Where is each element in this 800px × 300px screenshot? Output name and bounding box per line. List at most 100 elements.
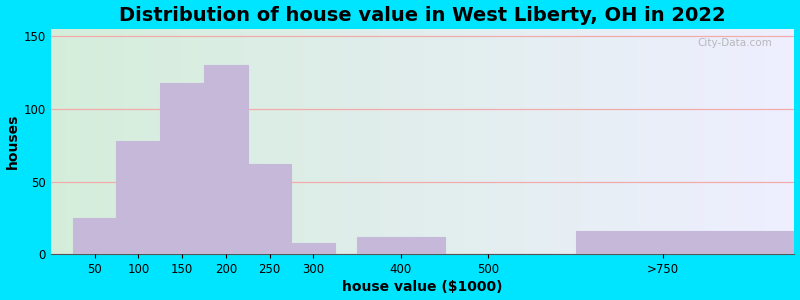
Bar (510, 29, 512, 254)
Bar (54, 29, 56, 254)
Bar (430, 29, 433, 254)
Bar (242, 29, 244, 254)
Bar (98, 29, 101, 254)
Bar (286, 29, 289, 254)
Bar (450, 29, 452, 254)
Bar (569, 29, 571, 254)
Bar (395, 29, 398, 254)
Bar (73, 29, 76, 254)
Bar (86, 29, 88, 254)
Bar (118, 29, 120, 254)
Bar (301, 29, 304, 254)
Bar (110, 29, 113, 254)
Bar (284, 29, 286, 254)
Bar (465, 29, 467, 254)
Bar (706, 29, 708, 254)
Bar (125, 29, 128, 254)
Bar (370, 29, 373, 254)
Bar (517, 29, 519, 254)
Bar (698, 29, 700, 254)
Bar (532, 29, 534, 254)
Bar (740, 29, 742, 254)
Bar (361, 29, 363, 254)
Bar (634, 29, 636, 254)
Bar (246, 29, 249, 254)
Bar (589, 29, 591, 254)
Bar (603, 29, 606, 254)
Bar (358, 29, 361, 254)
Bar (681, 29, 683, 254)
Bar (249, 29, 252, 254)
Bar (289, 29, 291, 254)
Bar (78, 29, 81, 254)
Bar (306, 29, 309, 254)
Bar (113, 29, 115, 254)
Bar (730, 29, 733, 254)
Bar (140, 29, 142, 254)
Bar (252, 29, 254, 254)
Bar (224, 29, 227, 254)
Bar (160, 83, 204, 254)
Bar (762, 29, 765, 254)
Bar (738, 29, 740, 254)
Bar (66, 29, 68, 254)
Bar (539, 29, 542, 254)
Bar (490, 29, 492, 254)
Bar (618, 29, 621, 254)
Bar (427, 29, 430, 254)
Bar (522, 29, 524, 254)
Bar (559, 29, 562, 254)
Bar (403, 29, 406, 254)
Bar (282, 29, 284, 254)
Bar (182, 29, 185, 254)
Bar (368, 29, 370, 254)
Bar (88, 29, 90, 254)
Bar (294, 29, 296, 254)
Bar (774, 29, 777, 254)
Bar (388, 29, 390, 254)
Bar (410, 29, 413, 254)
Bar (130, 29, 133, 254)
Bar (631, 29, 634, 254)
Bar (187, 29, 190, 254)
Bar (745, 29, 747, 254)
Bar (76, 29, 78, 254)
Bar (727, 29, 730, 254)
Bar (616, 29, 618, 254)
Bar (591, 29, 594, 254)
Bar (122, 29, 125, 254)
Bar (546, 29, 549, 254)
Bar (90, 29, 93, 254)
Bar (519, 29, 522, 254)
Bar (752, 29, 754, 254)
Bar (381, 29, 383, 254)
Bar (329, 29, 331, 254)
Bar (646, 29, 648, 254)
Bar (767, 29, 770, 254)
Bar (447, 29, 450, 254)
Bar (435, 29, 438, 254)
Bar (70, 29, 73, 254)
Bar (202, 29, 205, 254)
Bar (673, 29, 675, 254)
Bar (611, 29, 614, 254)
Bar (408, 29, 410, 254)
Bar (458, 29, 460, 254)
Bar (715, 29, 718, 254)
Bar (68, 29, 70, 254)
Bar (190, 29, 192, 254)
Bar (628, 29, 631, 254)
Bar (695, 29, 698, 254)
Bar (227, 29, 230, 254)
Bar (735, 29, 738, 254)
Bar (499, 29, 502, 254)
Bar (787, 29, 790, 254)
Bar (343, 29, 346, 254)
Bar (199, 29, 202, 254)
Bar (348, 29, 350, 254)
Bar (383, 29, 386, 254)
Bar (601, 29, 603, 254)
Bar (81, 29, 83, 254)
Bar (686, 29, 688, 254)
Bar (470, 29, 472, 254)
